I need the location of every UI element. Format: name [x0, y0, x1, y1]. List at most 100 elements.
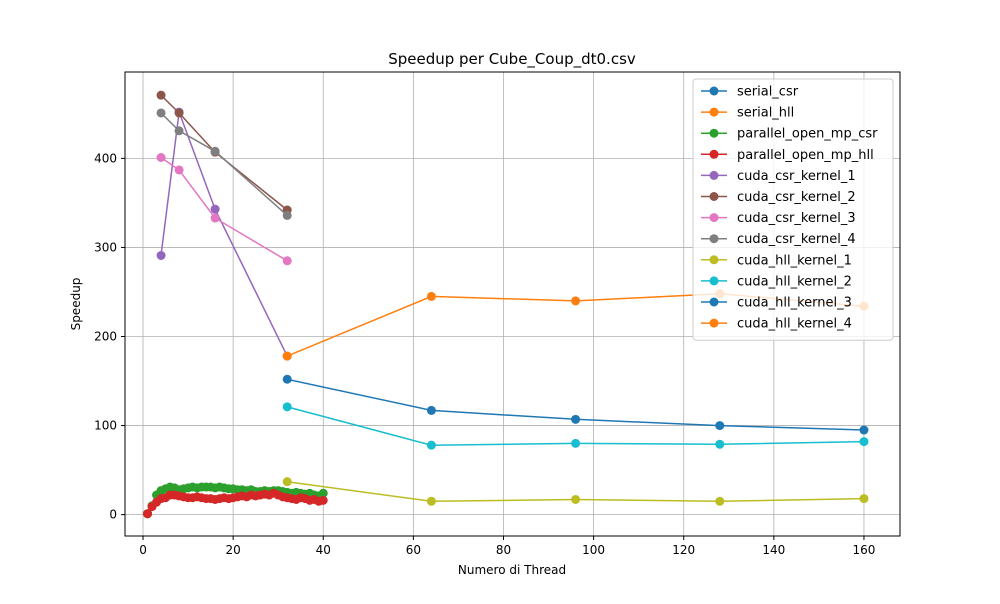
data-point — [156, 152, 166, 162]
x-tick-label: 20 — [225, 543, 240, 557]
data-point — [715, 421, 725, 431]
data-point — [210, 213, 220, 223]
chart-title: Speedup per Cube_Coup_dt0.csv — [388, 50, 636, 69]
x-tick-label: 120 — [672, 543, 695, 557]
legend-marker — [709, 255, 719, 265]
series-cuda-csr-kernel-3 — [156, 152, 292, 266]
legend-item: cuda_hll_kernel_1 — [701, 253, 852, 268]
data-point — [282, 256, 292, 266]
y-tick-label: 200 — [94, 330, 117, 344]
legend-marker — [709, 213, 719, 223]
series-line — [160, 112, 288, 216]
legend-marker — [709, 234, 719, 244]
series-cuda-hll-kernel-1 — [282, 477, 869, 506]
series-line — [160, 111, 288, 357]
tick-layer: 0 20 40 60 80 100 120 140 160 0 100 200 300 400 — [94, 151, 875, 557]
data-point — [426, 291, 436, 301]
series-cuda-hll-kernel-3 — [282, 374, 869, 435]
legend-label: cuda_hll_kernel_2 — [737, 274, 852, 289]
data-point — [426, 440, 436, 450]
legend-marker — [709, 276, 719, 286]
legend-label: cuda_csr_kernel_2 — [737, 190, 856, 205]
x-axis-label: Numero di Thread — [458, 563, 566, 577]
legend-label: serial_hll — [737, 106, 794, 121]
legend: serial_csr serial_hll parallel_open_mp_csr… — [692, 78, 894, 341]
legend-item: parallel_open_mp_hll — [701, 148, 874, 163]
x-tick-label: 140 — [762, 543, 785, 557]
data-point — [156, 90, 166, 100]
x-tick-label: 60 — [406, 543, 421, 557]
legend-label: cuda_csr_kernel_1 — [737, 169, 856, 184]
legend-item: cuda_hll_kernel_3 — [701, 296, 852, 311]
legend-item: parallel_open_mp_csr — [701, 127, 878, 142]
y-tick-label: 0 — [109, 508, 117, 522]
legend-box — [692, 78, 894, 341]
legend-label: parallel_open_mp_hll — [737, 148, 874, 163]
data-point — [859, 437, 869, 447]
data-point — [426, 496, 436, 506]
data-point — [174, 126, 184, 136]
legend-item: cuda_csr_kernel_3 — [701, 211, 856, 226]
data-point — [143, 509, 153, 519]
data-point — [282, 402, 292, 412]
series-line — [160, 94, 288, 211]
data-point — [859, 425, 869, 435]
data-point — [318, 488, 328, 498]
legend-label: cuda_csr_kernel_3 — [737, 211, 856, 226]
legend-marker — [709, 86, 719, 96]
x-tick-label: 40 — [316, 543, 331, 557]
legend-label: cuda_hll_kernel_3 — [737, 296, 852, 311]
data-point — [282, 210, 292, 220]
series-layer — [143, 90, 869, 519]
data-point — [859, 494, 869, 504]
plot-frame — [124, 71, 901, 537]
series-cuda-hll-kernel-2 — [282, 402, 869, 450]
data-point — [210, 146, 220, 156]
legend-item: cuda_csr_kernel_2 — [701, 190, 856, 205]
legend-label: cuda_hll_kernel_4 — [737, 317, 852, 332]
legend-label: parallel_open_mp_csr — [737, 127, 878, 142]
legend-marker — [709, 318, 719, 328]
data-point — [571, 414, 581, 424]
data-point — [715, 439, 725, 449]
data-point — [282, 374, 292, 384]
x-tick-label: 100 — [582, 543, 605, 557]
legend-marker — [709, 149, 719, 159]
x-tick-label: 160 — [853, 543, 876, 557]
data-point — [571, 438, 581, 448]
data-point — [426, 405, 436, 415]
legend-marker — [709, 170, 719, 180]
data-point — [571, 296, 581, 306]
legend-label: serial_csr — [737, 85, 799, 100]
x-tick-label: 0 — [139, 543, 147, 557]
y-axis-label: Speedup — [69, 278, 83, 331]
data-point — [210, 204, 220, 214]
legend-item: cuda_csr_kernel_4 — [701, 232, 856, 247]
data-point — [174, 165, 184, 175]
data-point — [156, 108, 166, 118]
series-cuda-csr-kernel-4 — [156, 108, 292, 220]
series-parallel-open-mp-hll — [143, 488, 328, 519]
legend-item: cuda_hll_kernel_2 — [701, 274, 852, 289]
legend-marker — [709, 107, 719, 117]
data-point — [318, 495, 328, 505]
y-tick-label: 300 — [94, 240, 117, 254]
legend-item: serial_hll — [701, 106, 794, 121]
data-point — [571, 494, 581, 504]
data-point — [282, 477, 292, 487]
legend-label: cuda_hll_kernel_1 — [737, 253, 852, 268]
series-line — [160, 156, 288, 262]
legend-marker — [709, 128, 719, 138]
legend-marker — [709, 192, 719, 201]
data-point — [715, 496, 725, 506]
data-point — [174, 108, 184, 118]
legend-item: cuda_hll_kernel_4 — [701, 317, 852, 332]
legend-label: cuda_csr_kernel_4 — [737, 232, 856, 247]
legend-item: serial_csr — [701, 85, 799, 100]
x-tick-label: 80 — [496, 543, 511, 557]
y-tick-label: 400 — [94, 151, 117, 165]
legend-marker — [709, 297, 719, 307]
data-point — [282, 351, 292, 361]
